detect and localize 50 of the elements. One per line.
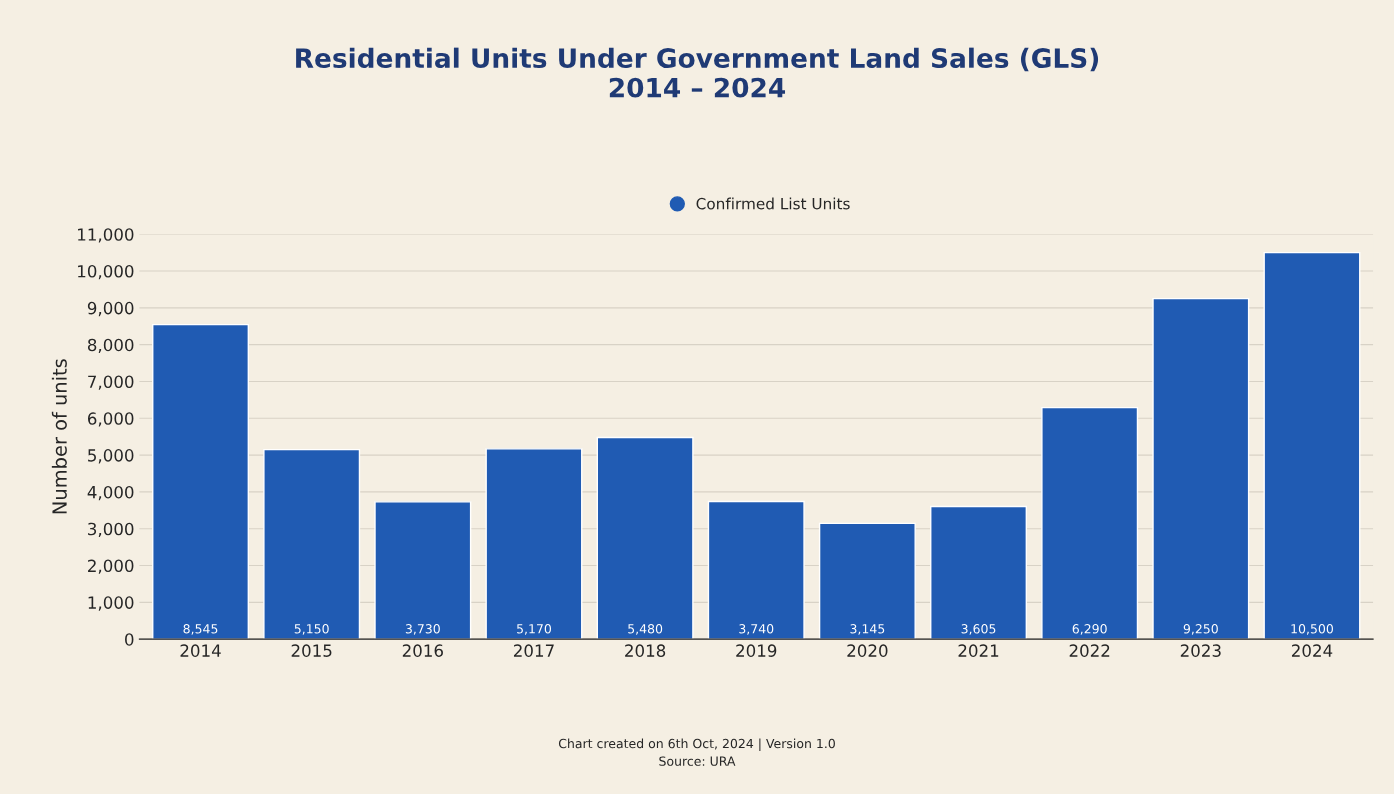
- y-tick-label: 1,000: [88, 596, 134, 611]
- bar: [1263, 251, 1361, 640]
- bar: [485, 448, 583, 640]
- x-tick-label: 2022: [1069, 644, 1110, 657]
- legend-label: Confirmed List Units: [696, 197, 850, 210]
- x-tick-label: 2020: [847, 644, 888, 657]
- x-tick-label: 2019: [736, 644, 777, 657]
- text: 6,290: [1072, 624, 1107, 635]
- text: 3,605: [961, 624, 996, 635]
- x-tick-label: 2015: [291, 644, 332, 657]
- y-tick-label: 7,000: [88, 375, 134, 390]
- text: 10,500: [1291, 624, 1333, 635]
- text: 8,545: [183, 624, 218, 635]
- bar: [707, 500, 805, 640]
- y-tick-label: 8,000: [87, 338, 134, 353]
- y-tick-label: 5,000: [88, 449, 134, 464]
- x-tick-label: 2018: [625, 644, 666, 657]
- y-tick-label: 2,000: [88, 559, 134, 574]
- bar: [596, 436, 694, 640]
- text: 3,730: [405, 624, 440, 635]
- bar: [374, 501, 472, 640]
- x-tick-label: 2017: [513, 644, 554, 657]
- y-tick-label: 11,000: [78, 228, 134, 243]
- text: 5,150: [294, 624, 329, 635]
- bar: [263, 448, 361, 640]
- text: 3,145: [850, 624, 885, 635]
- y-tick-label: 3,000: [88, 522, 134, 537]
- x-tick-label: 2024: [1291, 644, 1333, 657]
- x-tick-label: 2023: [1180, 644, 1221, 657]
- text: 9,250: [1183, 624, 1218, 635]
- x-tick-label: 2014: [180, 644, 221, 657]
- bar: [1152, 297, 1250, 640]
- y-tick-label: 4,000: [87, 485, 134, 501]
- bar: [930, 505, 1028, 640]
- y-tick-label: 10,000: [78, 265, 134, 280]
- text: 5,170: [517, 624, 552, 635]
- source-note: Source: URA: [659, 756, 736, 766]
- y-tick-label: 0: [125, 633, 134, 646]
- bar: [1041, 406, 1139, 640]
- x-tick-label: 2016: [402, 644, 443, 657]
- bar: [152, 323, 250, 640]
- text: 5,480: [628, 624, 663, 635]
- chart-title: Residential Units Under Government Land Sales (GLS) 2014 – 2024: [296, 47, 1099, 98]
- y-tick-label: 6,000: [87, 412, 134, 427]
- text: Chart created on 6th Oct, 2024 | Version 1.0: [558, 738, 835, 752]
- x-tick-label: 2021: [958, 644, 999, 657]
- text: 3,740: [739, 624, 774, 635]
- y-tick-label: 9,000: [87, 301, 134, 317]
- bar: [818, 522, 916, 640]
- y-axis-title: Number of units: [51, 359, 67, 514]
